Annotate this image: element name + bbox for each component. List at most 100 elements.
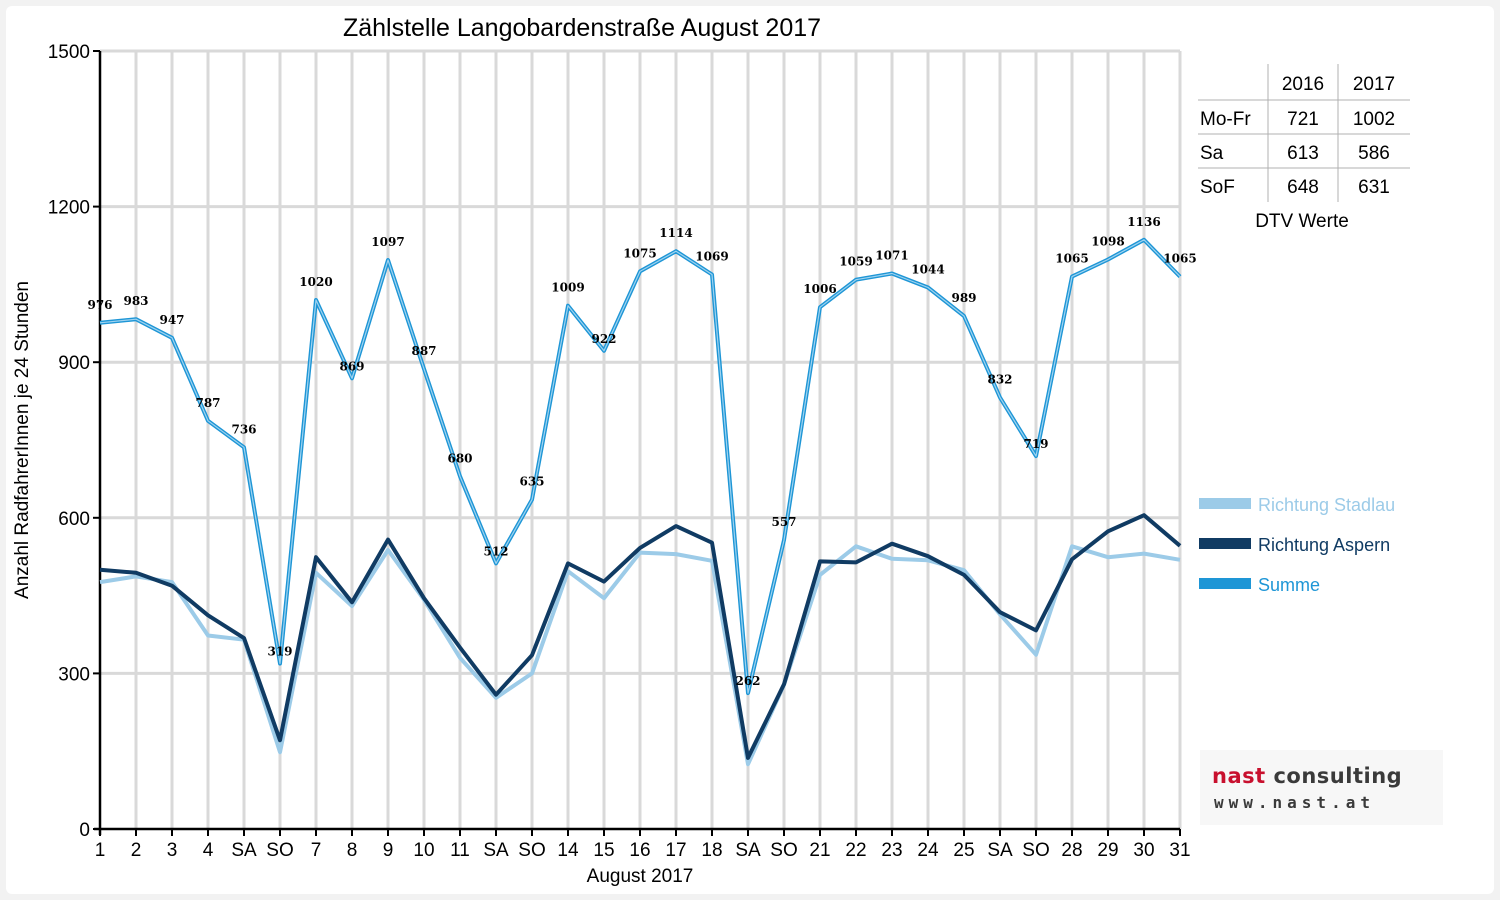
x-tick-label: SA xyxy=(231,840,257,861)
data-label: 1098 xyxy=(1091,235,1124,249)
legend-swatch xyxy=(1199,498,1251,509)
x-tick-label: 3 xyxy=(167,840,178,861)
x-tick-label: 9 xyxy=(383,840,394,861)
table-header: 2017 xyxy=(1353,74,1395,95)
data-label: 319 xyxy=(267,645,292,659)
grid xyxy=(100,49,1182,829)
x-tick-label: 2 xyxy=(131,840,142,861)
data-label: 1065 xyxy=(1163,252,1196,266)
dtv-table: 2016 2017 Mo-Fr 721 1002 Sa 613 586 SoF 648 631 DTV… xyxy=(1198,64,1410,232)
x-tick-label: SO xyxy=(518,840,545,861)
legend-label: Summe xyxy=(1258,575,1320,595)
table-caption: DTV Werte xyxy=(1255,211,1349,232)
x-tick-label: 23 xyxy=(881,840,902,861)
data-label: 1020 xyxy=(299,275,332,289)
logo-wordmark: nast consulting xyxy=(1212,764,1402,788)
logo-nast: nast xyxy=(1212,764,1266,788)
x-tick-label: 28 xyxy=(1061,840,1082,861)
data-label: 869 xyxy=(339,359,364,373)
x-tick-label: 31 xyxy=(1169,840,1190,861)
x-tick-label: 25 xyxy=(953,840,974,861)
data-label: 262 xyxy=(735,674,760,688)
data-label: 1044 xyxy=(911,263,944,277)
data-label: 635 xyxy=(519,475,544,489)
chart-frame xyxy=(6,6,1494,894)
series-line-richtung-aspern xyxy=(99,513,1182,760)
data-label: 1097 xyxy=(371,235,404,249)
y-axis-title: Anzahl RadfahrerInnen je 24 Stunden xyxy=(12,281,33,599)
data-labels: 976 983 947 787 736 319 1020 869 1097 887 680 512 63… xyxy=(87,215,1196,688)
x-tick-label: SO xyxy=(1022,840,1049,861)
x-tick-label: 11 xyxy=(450,840,470,861)
table-cell: 648 xyxy=(1287,177,1319,198)
data-label: 947 xyxy=(159,313,184,327)
legend-swatch xyxy=(1199,538,1251,549)
data-label: 557 xyxy=(771,515,796,529)
legend-label: Richtung Aspern xyxy=(1258,535,1390,555)
y-tick-label: 1200 xyxy=(48,198,90,219)
x-tick-label: SO xyxy=(770,840,797,861)
data-label: 1065 xyxy=(1055,252,1088,266)
x-tick-label: SA xyxy=(987,840,1013,861)
table-row-label: Mo-Fr xyxy=(1200,109,1251,130)
table-header: 2016 xyxy=(1282,74,1324,95)
data-label: 1071 xyxy=(875,249,908,263)
data-label: 736 xyxy=(231,422,256,436)
x-tick-label: SA xyxy=(483,840,509,861)
chart-title: Zählstelle Langobardenstraße August 2017 xyxy=(343,14,821,42)
logo-consulting: consulting xyxy=(1273,764,1403,788)
x-tick-label: 8 xyxy=(347,840,358,861)
data-label: 1006 xyxy=(803,282,836,296)
y-tick-label: 900 xyxy=(58,353,90,374)
x-tick-label: 7 xyxy=(311,840,322,861)
x-tick-label: 16 xyxy=(629,840,650,861)
data-label: 1059 xyxy=(839,255,872,269)
table-cell: 721 xyxy=(1287,109,1319,130)
y-tick-label: 0 xyxy=(79,820,90,841)
data-label: 1136 xyxy=(1127,215,1160,229)
table-row-label: Sa xyxy=(1200,143,1224,164)
table-row-label: SoF xyxy=(1200,177,1235,198)
table-cell: 613 xyxy=(1287,143,1319,164)
data-label: 989 xyxy=(951,291,976,305)
legend-swatch xyxy=(1199,578,1251,589)
data-label: 1069 xyxy=(695,250,728,264)
data-label: 512 xyxy=(483,544,508,558)
logo: nast consulting www.nast.at xyxy=(1200,750,1443,825)
data-label: 1075 xyxy=(623,246,656,260)
table-cell: 1002 xyxy=(1353,109,1395,130)
data-label: 787 xyxy=(195,396,220,410)
legend-label: Richtung Stadlau xyxy=(1258,495,1395,515)
y-tick-label: 1500 xyxy=(48,42,90,63)
x-tick-label: 21 xyxy=(809,840,830,861)
x-tick-label: 24 xyxy=(917,840,939,861)
y-tick-label: 600 xyxy=(58,509,90,530)
data-label: 1009 xyxy=(551,281,584,295)
legend: Richtung Stadlau Richtung Aspern Summe xyxy=(1199,495,1395,595)
x-tick-label: 29 xyxy=(1097,840,1118,861)
x-tick-label: 22 xyxy=(845,840,866,861)
x-tick-label: 14 xyxy=(557,840,579,861)
x-tick-label: 1 xyxy=(95,840,106,861)
axes xyxy=(93,50,1181,836)
x-tick-label: 15 xyxy=(593,840,614,861)
data-label: 1114 xyxy=(659,226,692,240)
data-label: 983 xyxy=(123,294,148,308)
x-tick-label: 4 xyxy=(203,840,214,861)
x-axis-title: August 2017 xyxy=(587,866,694,887)
data-label: 922 xyxy=(591,332,616,346)
x-tick-label: SA xyxy=(735,840,761,861)
data-label: 680 xyxy=(447,451,472,465)
x-tick-label: 10 xyxy=(413,840,434,861)
logo-url: www.nast.at xyxy=(1214,793,1375,812)
x-tick-label: 17 xyxy=(665,840,686,861)
data-label: 976 xyxy=(87,298,112,312)
data-label: 719 xyxy=(1023,437,1048,451)
series-highlight-summe xyxy=(99,239,1181,694)
x-tick-label: 18 xyxy=(701,840,722,861)
y-tick-label: 300 xyxy=(58,664,90,685)
table-cell: 586 xyxy=(1358,143,1390,164)
data-label: 832 xyxy=(987,372,1012,386)
